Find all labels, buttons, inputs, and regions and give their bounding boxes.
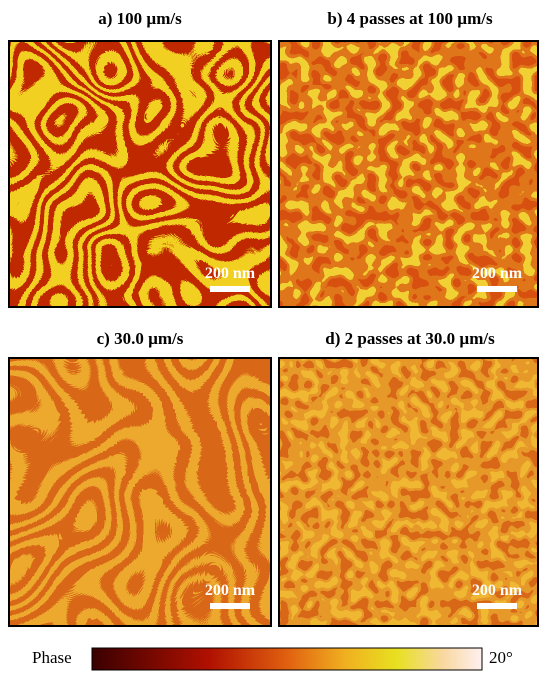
panel-title: b) 4 passes at 100 µm/s xyxy=(327,9,493,28)
panel-image: 200 nm xyxy=(9,41,271,307)
scale-bar-label: 200 nm xyxy=(472,265,523,282)
panel-image: 200 nm xyxy=(279,358,538,626)
panel-image: 200 nm xyxy=(279,41,538,307)
scale-bar xyxy=(210,286,250,292)
scale-bar-label: 200 nm xyxy=(472,582,523,599)
panel-title: c) 30.0 µm/s xyxy=(97,329,184,348)
figure: a) 100 µm/s 200 nm b) 4 passes at 100 µm… xyxy=(0,0,542,675)
colorbar xyxy=(92,648,482,670)
panel-image: 200 nm xyxy=(9,358,271,626)
scale-bar xyxy=(477,603,517,609)
scale-bar xyxy=(477,286,517,292)
scale-bar xyxy=(210,603,250,609)
panel-title: a) 100 µm/s xyxy=(98,9,182,28)
colorbar-max-label: 20° xyxy=(489,648,513,667)
panel-title: d) 2 passes at 30.0 µm/s xyxy=(325,329,495,348)
colorbar-label: Phase xyxy=(32,648,72,667)
scale-bar-label: 200 nm xyxy=(205,265,256,282)
scale-bar-label: 200 nm xyxy=(205,582,256,599)
